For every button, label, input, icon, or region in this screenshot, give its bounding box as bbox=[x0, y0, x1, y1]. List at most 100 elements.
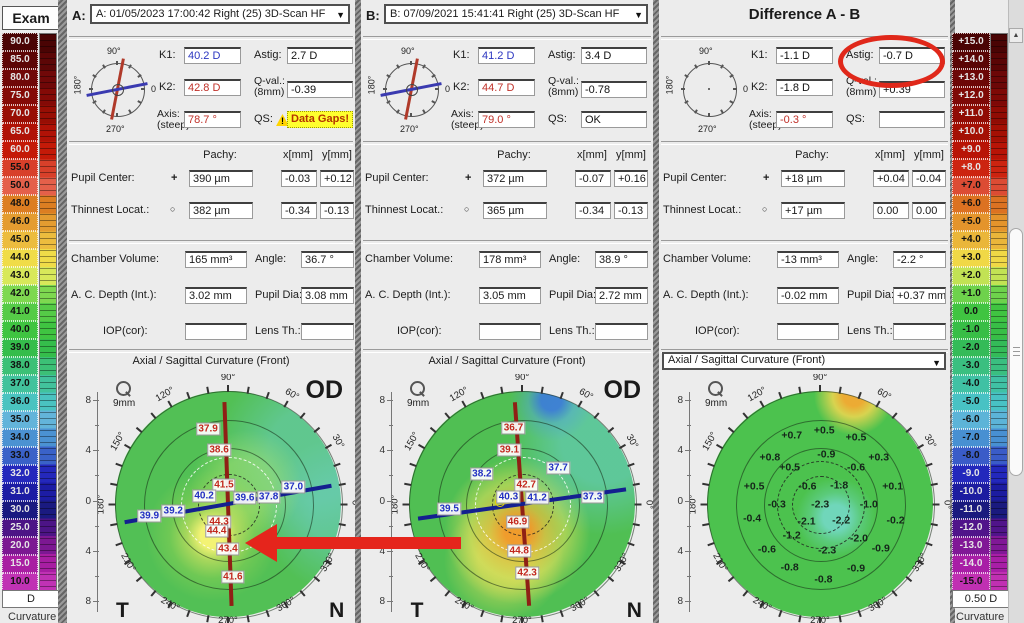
map-tick bbox=[186, 609, 191, 618]
map-value-label: 37.9 bbox=[196, 422, 220, 436]
iop-value bbox=[479, 323, 541, 340]
axis-value: 78.7 ° bbox=[184, 111, 241, 128]
dial-center-mark bbox=[406, 84, 418, 96]
exam-scale-item: 41.0 bbox=[2, 303, 38, 321]
magnifier-icon bbox=[410, 381, 425, 396]
separator bbox=[661, 240, 948, 244]
map-value-label: -0.8 bbox=[780, 561, 799, 574]
exam-scale-item: 70.0 bbox=[2, 105, 38, 123]
map-value-label: 42.7 bbox=[514, 478, 538, 492]
difference-scale-item: +4.0 bbox=[952, 231, 990, 249]
chamber-volume-value: 165 mm³ bbox=[185, 251, 247, 268]
map-angle-label: 90° bbox=[220, 374, 236, 383]
map-value-label: -2.3 bbox=[818, 544, 837, 557]
axis-dial: 90° 180° 270° 0 bbox=[361, 42, 457, 138]
difference-scale-item: +6.0 bbox=[952, 195, 990, 213]
difference-scale-item: -7.0 bbox=[952, 429, 990, 447]
exam-scale-item: 50.0 bbox=[2, 177, 38, 195]
map-value-label: 36.7 bbox=[501, 421, 526, 435]
k1-label: K1: bbox=[751, 49, 768, 61]
difference-scale-item: -11.0 bbox=[952, 501, 990, 519]
difference-scale-item: +3.0 bbox=[952, 249, 990, 267]
vertical-scrollbar[interactable]: ▲ bbox=[1008, 0, 1024, 623]
chamber-volume-value: -13 mm³ bbox=[777, 251, 839, 268]
difference-scale-step: 0.50 D bbox=[952, 590, 1010, 608]
ruler-tick bbox=[93, 450, 99, 451]
qval-label: Q-val.: (8mm) bbox=[548, 75, 579, 98]
pachy-header: Pachy: bbox=[497, 149, 531, 161]
scan-select-dropdown[interactable]: A: 01/05/2023 17:00:42 Right (25) 3D-Sca… bbox=[90, 4, 350, 24]
ruler-minor-tick bbox=[389, 475, 393, 476]
axis-label: Axis: (steep) bbox=[451, 108, 484, 131]
exam-scale-item: 40.0 bbox=[2, 321, 38, 339]
angle-value: 36.7 ° bbox=[301, 251, 354, 268]
map-tick bbox=[461, 400, 467, 408]
pupil-dia-value: +0.37 mm bbox=[893, 287, 946, 304]
separator bbox=[363, 36, 651, 40]
keratometry-block: 90° 180° 270° 0 K1: 40.2 D Astig: 2.7 D … bbox=[67, 42, 355, 140]
exam-scale-items: 90.0 85.0 80.0 75.0 70.0 65.0 60.0 55.0 50.0 48.0… bbox=[2, 33, 38, 591]
map-angle-label: 270° bbox=[218, 615, 238, 623]
map-angle-label: 0° bbox=[941, 499, 951, 510]
separator bbox=[363, 240, 651, 244]
dial-label-90: 90° bbox=[107, 46, 121, 56]
map-type-dropdown[interactable]: Axial / Sagittal Curvature (Front) ▼ bbox=[662, 352, 946, 370]
scrollbar-thumb[interactable] bbox=[1009, 228, 1023, 476]
map-tick bbox=[759, 400, 765, 408]
map-value-label: -1.0 bbox=[859, 498, 878, 511]
map-value-label: 39.2 bbox=[161, 504, 185, 518]
difference-scale-item: +9.0 bbox=[952, 141, 990, 159]
thinnest-pachy: 365 µm bbox=[483, 202, 547, 219]
map-value-label: 39.9 bbox=[137, 509, 162, 523]
exam-scale-item: 36.0 bbox=[2, 393, 38, 411]
scan-select-dropdown[interactable]: B: 07/09/2021 15:41:41 Right (25) 3D-Sca… bbox=[384, 4, 648, 24]
ruler-label: 4 bbox=[379, 445, 385, 456]
exam-scale-title: Exam bbox=[2, 6, 60, 30]
ruler-tick bbox=[387, 551, 393, 552]
acd-label: A. C. Depth (Int.): bbox=[663, 289, 749, 301]
exam-scale-item: 75.0 bbox=[2, 87, 38, 105]
difference-scale-item: -3.0 bbox=[952, 357, 990, 375]
difference-scale-item: +7.0 bbox=[952, 177, 990, 195]
ruler-label: 4 bbox=[677, 546, 683, 557]
separator bbox=[363, 349, 651, 353]
temporal-label: T bbox=[115, 599, 129, 622]
plus-marker-icon: + bbox=[465, 172, 472, 184]
ruler-label: 8 bbox=[379, 395, 385, 406]
angle-value: -2.2 ° bbox=[893, 251, 946, 268]
map-value-label: -0.6 bbox=[798, 480, 817, 493]
exam-scale-item: 34.0 bbox=[2, 429, 38, 447]
pupil-center-label: Pupil Center: bbox=[663, 172, 727, 184]
pupil-center-label: Pupil Center: bbox=[365, 172, 429, 184]
dial-label-90: 90° bbox=[699, 46, 713, 56]
exam-scale-item: 44.0 bbox=[2, 249, 38, 267]
map-tick bbox=[778, 609, 783, 618]
dial-tick bbox=[708, 113, 710, 117]
difference-scale-item: -5.0 bbox=[952, 393, 990, 411]
ruler-minor-tick bbox=[389, 526, 393, 527]
pupil-dia-value: 3.08 mm bbox=[301, 287, 354, 304]
exam-scale-item: 37.0 bbox=[2, 375, 38, 393]
panel-divider bbox=[58, 0, 67, 623]
scroll-up-button[interactable]: ▲ bbox=[1009, 28, 1023, 43]
iop-label: IOP(cor): bbox=[397, 325, 442, 337]
map-tick bbox=[150, 412, 157, 419]
exam-scale-item: 15.0 bbox=[2, 555, 38, 573]
map-tick bbox=[167, 400, 173, 408]
ruler-tick bbox=[685, 400, 691, 401]
ruler-label: 4 bbox=[379, 546, 385, 557]
dial-tick bbox=[89, 88, 93, 90]
dial-label-180: 180° bbox=[366, 75, 377, 95]
chevron-down-icon: ▼ bbox=[634, 10, 643, 20]
map-tick bbox=[418, 443, 426, 450]
exam-scale-item: 45.0 bbox=[2, 231, 38, 249]
exam-scale-item: 39.0 bbox=[2, 339, 38, 357]
map-value-label: +0.5 bbox=[779, 461, 801, 474]
iop-value bbox=[777, 323, 839, 340]
plus-marker-icon: + bbox=[171, 172, 178, 184]
separator bbox=[661, 141, 948, 145]
map-area: 0° 30° 60° 90° 120° 150° 180° 210° 240° 270° 300° 3… bbox=[67, 374, 355, 623]
map-title: Axial / Sagittal Curvature (Front) bbox=[132, 355, 290, 367]
angle-label: Angle: bbox=[255, 253, 287, 265]
